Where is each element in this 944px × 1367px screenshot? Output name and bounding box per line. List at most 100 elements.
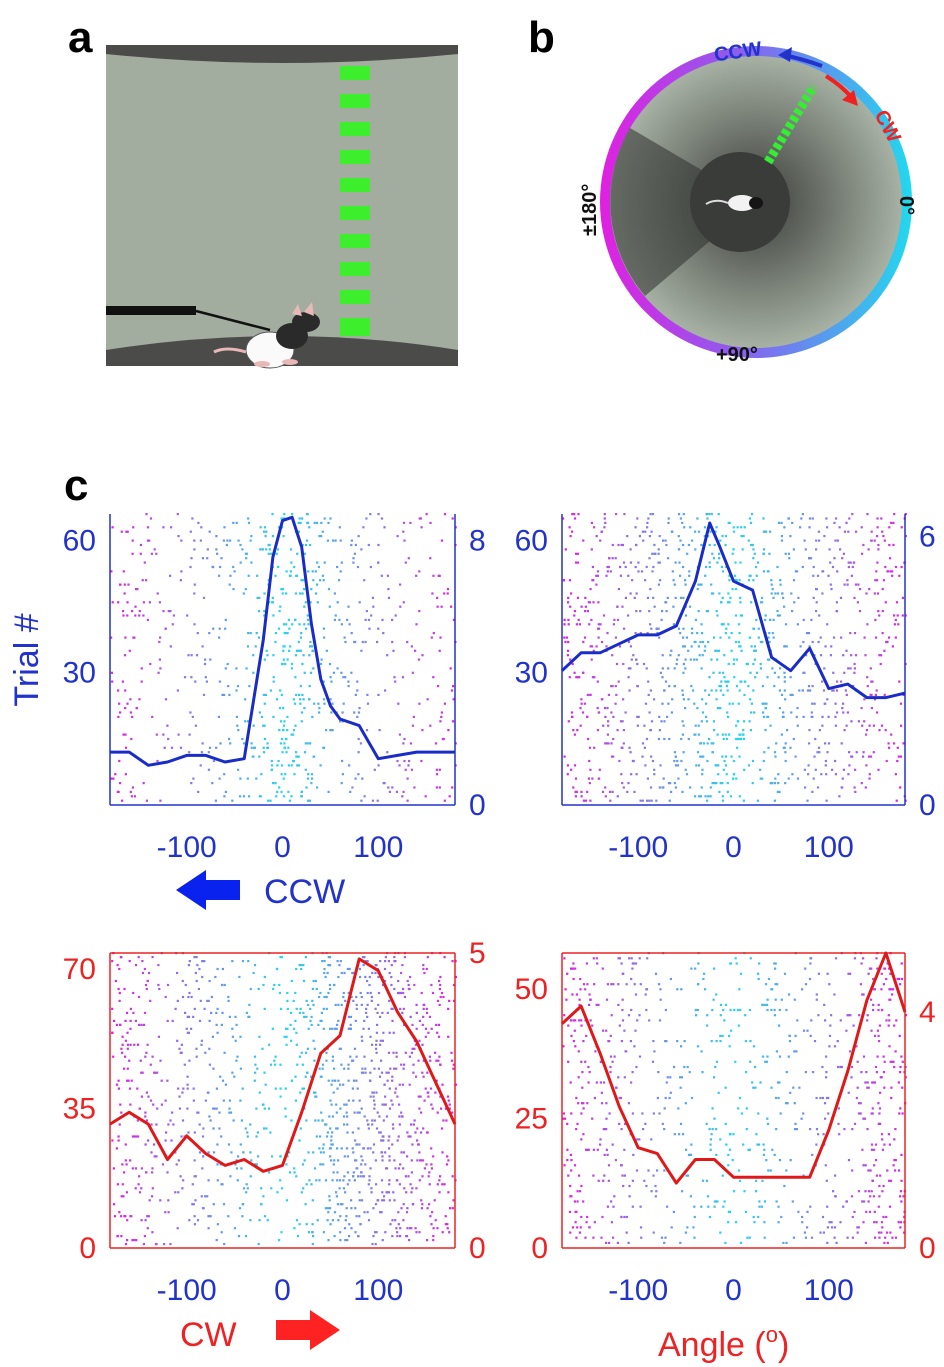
- raster-dot: [646, 799, 649, 802]
- raster-dot: [809, 1034, 812, 1037]
- raster-dot: [394, 1087, 397, 1090]
- raster-dot: [354, 693, 357, 696]
- raster-dot: [742, 737, 745, 741]
- raster-dot: [406, 1207, 409, 1210]
- raster-dot: [282, 724, 286, 727]
- raster-dot: [826, 1205, 829, 1208]
- raster-dot: [122, 610, 125, 613]
- raster-dot: [670, 790, 673, 793]
- raster-dot: [336, 1087, 339, 1090]
- raster-dot: [609, 1034, 612, 1037]
- raster-dot: [604, 521, 607, 524]
- raster-dot: [607, 565, 610, 569]
- raster-dot: [187, 995, 190, 999]
- raster-dot: [244, 698, 247, 701]
- raster-dot: [821, 592, 824, 595]
- raster-dot: [421, 729, 424, 732]
- raster-dot: [145, 1171, 148, 1174]
- raster-dot: [260, 1203, 263, 1206]
- raster-dot: [212, 1151, 216, 1154]
- raster-dot: [756, 1143, 759, 1146]
- raster-dot: [821, 1065, 824, 1069]
- raster-dot: [118, 1123, 121, 1126]
- raster-dot: [249, 1123, 252, 1126]
- raster-dot: [321, 530, 324, 533]
- raster-dot: [439, 1175, 442, 1178]
- raster-dot: [721, 795, 724, 798]
- raster-dot: [732, 662, 735, 666]
- raster-dot: [216, 967, 219, 971]
- raster-dot: [610, 711, 613, 714]
- raster-dot: [394, 1219, 397, 1222]
- raster-dot: [678, 561, 681, 564]
- raster-dot: [181, 979, 184, 983]
- raster-dot: [302, 979, 306, 983]
- raster-dot: [422, 1007, 425, 1010]
- y-tick-label-right: 0: [469, 1232, 486, 1265]
- raster-dot: [369, 565, 372, 569]
- raster-dot: [766, 998, 769, 1001]
- raster-dot: [781, 592, 784, 595]
- raster-dot: [653, 768, 656, 771]
- raster-dot: [842, 1205, 845, 1208]
- raster-dot: [434, 1051, 437, 1054]
- raster-dot: [241, 960, 245, 963]
- raster-dot: [355, 1159, 358, 1162]
- raster-dot: [307, 1027, 310, 1030]
- raster-dot: [864, 1241, 867, 1244]
- raster-dot: [372, 1143, 376, 1146]
- raster-dot: [589, 998, 592, 1001]
- raster-dot: [289, 574, 292, 577]
- raster-dot: [600, 1236, 603, 1239]
- raster-dot: [655, 799, 658, 802]
- raster-dot: [805, 654, 808, 657]
- raster-dot: [713, 967, 716, 970]
- raster-dot: [615, 693, 618, 696]
- raster-dot: [809, 1205, 812, 1208]
- raster-dot: [306, 1071, 309, 1074]
- raster-dot: [649, 786, 653, 789]
- raster-dot: [575, 993, 578, 996]
- raster-dot: [774, 967, 777, 970]
- raster-dot: [442, 1119, 445, 1122]
- raster-dot: [338, 964, 341, 967]
- raster-dot: [588, 993, 591, 996]
- raster-dot: [861, 1200, 864, 1203]
- raster-dot: [652, 1112, 655, 1115]
- raster-dot: [346, 1131, 349, 1134]
- raster-dot: [851, 1236, 854, 1239]
- raster-dot: [602, 614, 606, 617]
- raster-dot: [133, 795, 136, 798]
- raster-dot: [400, 1111, 403, 1114]
- raster-dot: [359, 991, 362, 995]
- raster-dot: [592, 957, 595, 960]
- raster-dot: [325, 1051, 328, 1054]
- cw-direction-label: CW: [180, 1316, 237, 1354]
- raster-dot: [129, 1215, 132, 1218]
- raster-dot: [340, 1063, 343, 1066]
- raster-dot: [361, 1067, 364, 1070]
- raster-dot: [303, 707, 306, 710]
- raster-dot: [391, 1219, 394, 1222]
- raster-dot: [283, 795, 286, 798]
- raster-dot: [603, 517, 606, 520]
- raster-dot: [234, 1163, 237, 1166]
- raster-dot: [438, 1191, 441, 1194]
- raster-dot: [708, 1215, 712, 1219]
- raster-dot: [778, 1081, 781, 1084]
- raster-dot: [670, 649, 673, 652]
- raster-dot: [406, 777, 409, 780]
- raster-dot: [120, 956, 123, 959]
- raster-dot: [436, 1111, 439, 1114]
- raster-dot: [585, 1148, 588, 1151]
- raster-dot: [861, 1148, 864, 1151]
- raster-dot: [794, 1034, 797, 1037]
- raster-dot: [366, 1147, 369, 1150]
- raster-dot: [593, 983, 596, 986]
- raster-dot: [782, 711, 785, 714]
- raster-dot: [195, 1055, 198, 1058]
- arena-ceiling: [106, 45, 458, 63]
- raster-dot: [885, 759, 888, 763]
- raster-dot: [796, 1019, 799, 1022]
- raster-dot: [851, 565, 854, 569]
